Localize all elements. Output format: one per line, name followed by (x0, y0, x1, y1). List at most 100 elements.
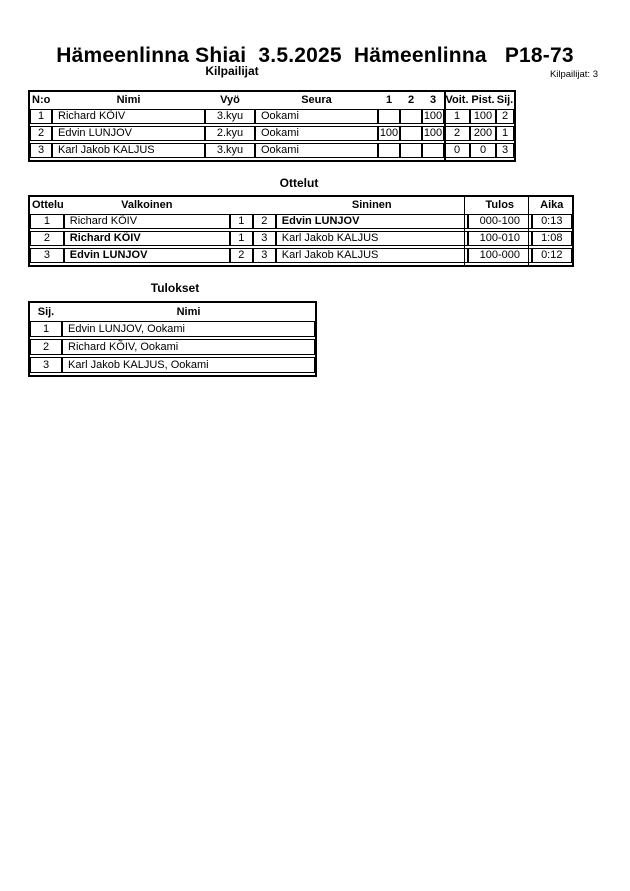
col-sij: Sij. (496, 94, 514, 106)
cell-r2 (400, 143, 422, 158)
col-sininen: Sininen (351, 199, 392, 211)
competitor-count: Kilpailijat: 3 (549, 69, 598, 80)
table-row: 3 Karl Jakob KALJUS 3.kyu Ookami 0 0 3 (30, 143, 514, 158)
col-ottelu: Ottelu (32, 199, 64, 211)
cell-tulos: 100-010 (467, 231, 532, 246)
col-vno (230, 199, 253, 212)
cell-vno: 1 (229, 214, 253, 229)
cell-sininen: Karl Jakob KALJUS (275, 231, 468, 246)
tulos-separator-line (464, 195, 465, 267)
ottelut-table: Ottelu Valkoinen Sininen Tulos Aika 1 Ri… (28, 195, 574, 267)
cell-sininen: Edvin LUNJOV (275, 214, 468, 229)
col-seura: Seura (301, 94, 332, 106)
tulokset-header-row: Sij. Nimi (30, 305, 315, 319)
cell-seura: Ookami (255, 109, 378, 124)
table-row: 3 Karl Jakob KALJUS, Ookami (30, 357, 315, 373)
kilpailijat-heading: Kilpailijat (205, 64, 259, 78)
tulokset-table: Sij. Nimi 1 Edvin LUNJOV, Ookami 2 Richa… (28, 301, 317, 377)
cell-nimi: Edvin LUNJOV (52, 126, 205, 141)
col-sij: Sij. (37, 306, 55, 318)
col-tulos: Tulos (485, 199, 515, 211)
cell-r2 (400, 109, 422, 124)
col-pist: Pist. (471, 94, 495, 106)
cell-nimi: Karl Jakob KALJUS, Ookami (62, 357, 315, 373)
tulokset-section: Sij. Nimi 1 Edvin LUNJOV, Ookami 2 Richa… (28, 301, 317, 377)
cell-sij: 1 (496, 126, 514, 141)
col-3: 3 (429, 94, 437, 106)
cell-nimi: Richard KÕIV (52, 109, 205, 124)
cell-sij: 1 (30, 321, 62, 337)
cell-sno: 2 (252, 214, 276, 229)
cell-r1 (378, 109, 400, 124)
cell-no: 3 (30, 143, 52, 158)
ottelut-header-row: Ottelu Valkoinen Sininen Tulos Aika (30, 199, 572, 212)
cell-voit: 2 (444, 126, 470, 141)
table-row: 3 Edvin LUNJOV 2 3 Karl Jakob KALJUS 100… (30, 248, 572, 263)
cell-aika: 0:13 (531, 214, 572, 229)
cell-sij: 2 (30, 339, 62, 355)
col-vyo: Vyö (220, 94, 240, 106)
cell-seura: Ookami (255, 126, 378, 141)
table-row: 2 Richard KÕIV 1 3 Karl Jakob KALJUS 100… (30, 231, 572, 246)
cell-sno: 3 (252, 231, 276, 246)
col-nimi: Nimi (176, 306, 201, 318)
table-row: 2 Edvin LUNJOV 2.kyu Ookami 100 100 2 20… (30, 126, 514, 141)
cell-nimi: Richard KÕIV, Ookami (62, 339, 315, 355)
table-row: 1 Richard KÕIV 3.kyu Ookami 100 1 100 2 (30, 109, 514, 124)
col-1: 1 (385, 94, 393, 106)
col-voit: Voit. (445, 94, 469, 106)
kilpailijat-table: N:o Nimi Vyö Seura 1 2 3 Voit. Pist. Sij… (28, 90, 516, 162)
cell-sininen: Karl Jakob KALJUS (275, 248, 468, 263)
cell-aika: 1:08 (531, 231, 572, 246)
aika-separator-line (528, 195, 529, 267)
cell-vno: 1 (229, 231, 253, 246)
cell-r2 (400, 126, 422, 141)
cell-vno: 2 (229, 248, 253, 263)
cell-r1 (378, 143, 400, 158)
cell-voit: 1 (444, 109, 470, 124)
cell-nimi: Karl Jakob KALJUS (52, 143, 205, 158)
ottelut-section: Ottelu Valkoinen Sininen Tulos Aika 1 Ri… (28, 195, 574, 267)
cell-ottelu: 3 (30, 248, 64, 263)
cell-ottelu: 2 (30, 231, 64, 246)
col-2: 2 (407, 94, 415, 106)
cell-sij: 3 (30, 357, 62, 373)
col-aika: Aika (540, 199, 564, 211)
cell-pist: 100 (470, 109, 496, 124)
cell-sij: 2 (496, 109, 514, 124)
table-row: 2 Richard KÕIV, Ookami (30, 339, 315, 355)
page-title: Hämeenlinna Shiai 3.5.2025 Hämeenlinna P… (56, 44, 574, 67)
cell-valkoinen: Richard KÕIV (63, 231, 230, 246)
table-row: 1 Richard KÕIV 1 2 Edvin LUNJOV 000-100 … (30, 214, 572, 229)
cell-valkoinen: Edvin LUNJOV (63, 248, 230, 263)
cell-no: 1 (30, 109, 52, 124)
cell-vyo: 3.kyu (205, 143, 255, 158)
tulokset-heading: Tulokset (150, 281, 200, 295)
cell-r1: 100 (378, 126, 400, 141)
cell-valkoinen: Richard KÕIV (63, 214, 230, 229)
cell-seura: Ookami (255, 143, 378, 158)
cell-vyo: 2.kyu (205, 126, 255, 141)
col-valkoinen: Valkoinen (121, 199, 173, 211)
cell-nimi: Edvin LUNJOV, Ookami (62, 321, 315, 337)
cell-r3: 100 (422, 109, 444, 124)
kilpailijat-section: N:o Nimi Vyö Seura 1 2 3 Voit. Pist. Sij… (28, 90, 516, 162)
cell-sno: 3 (252, 248, 276, 263)
cell-r3: 100 (422, 126, 444, 141)
cell-tulos: 000-100 (467, 214, 532, 229)
voit-separator-line (444, 90, 446, 162)
cell-tulos: 100-000 (467, 248, 532, 263)
cell-aika: 0:12 (531, 248, 572, 263)
cell-no: 2 (30, 126, 52, 141)
col-no: N:o (32, 94, 51, 106)
col-sno (253, 199, 276, 212)
cell-vyo: 3.kyu (205, 109, 255, 124)
table-row: 1 Edvin LUNJOV, Ookami (30, 321, 315, 337)
cell-r3 (422, 143, 444, 158)
cell-voit: 0 (444, 143, 470, 158)
ottelut-heading: Ottelut (279, 176, 319, 190)
cell-ottelu: 1 (30, 214, 64, 229)
cell-pist: 0 (470, 143, 496, 158)
cell-sij: 3 (496, 143, 514, 158)
col-nimi: Nimi (116, 94, 141, 106)
